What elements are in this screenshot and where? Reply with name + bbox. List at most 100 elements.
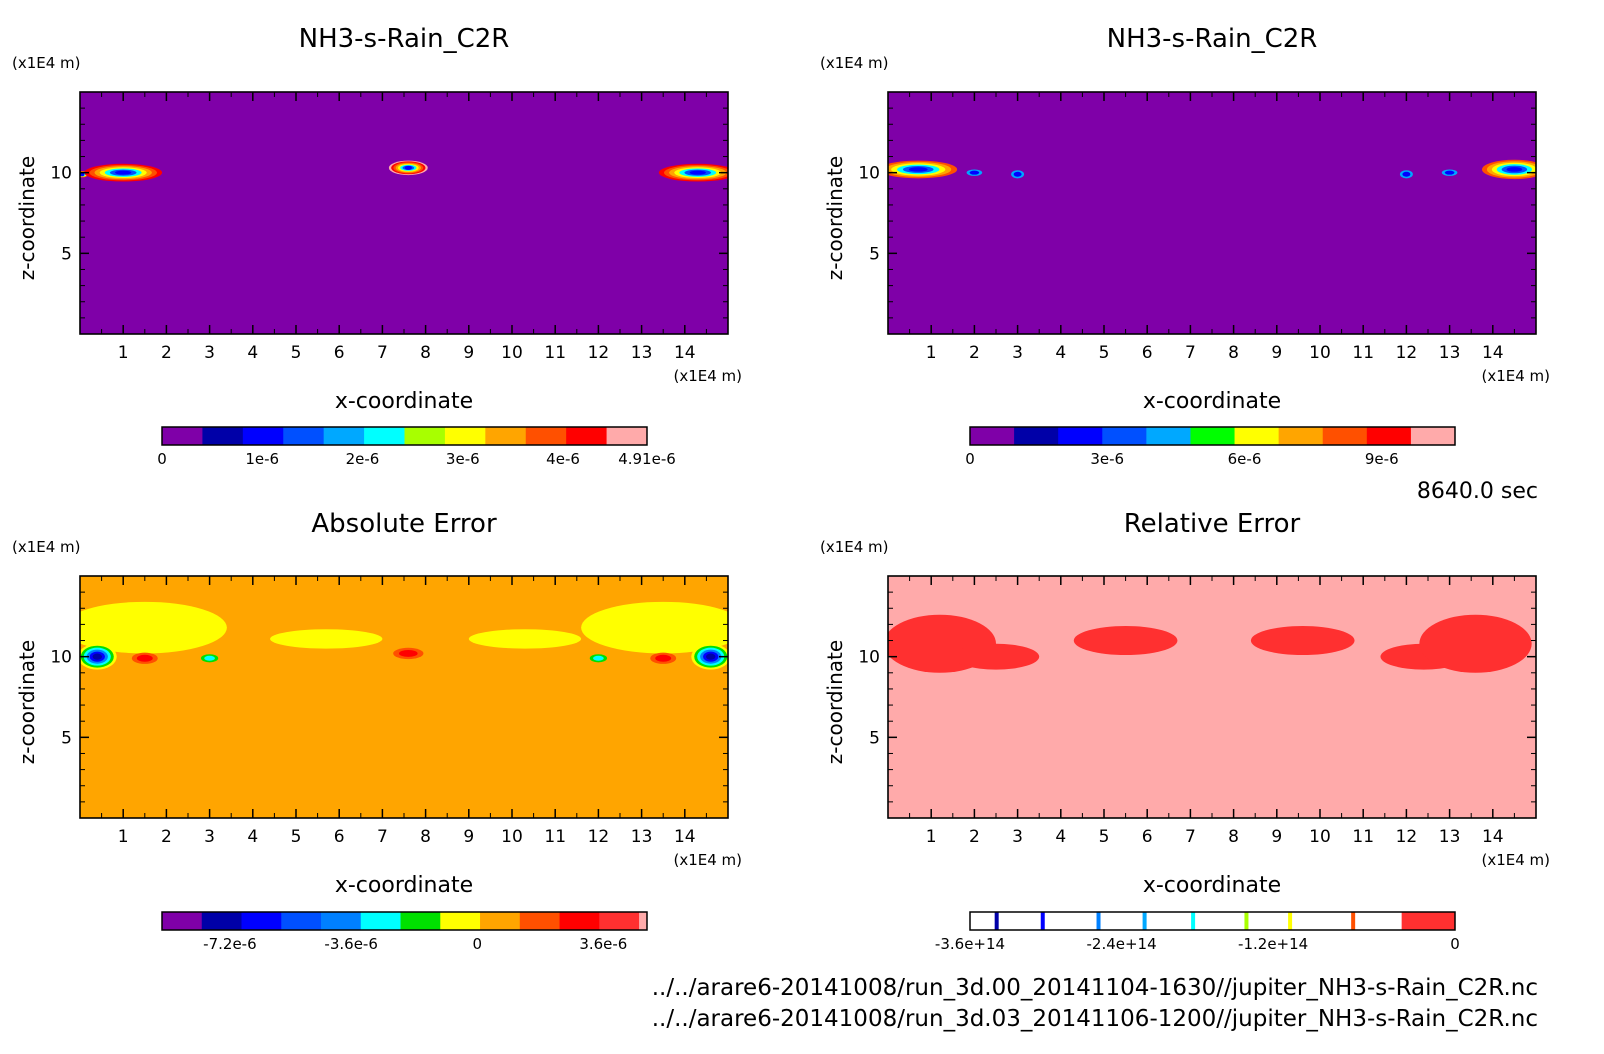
contour-feature xyxy=(655,654,672,662)
x-axis-label: x-coordinate xyxy=(335,389,473,414)
x-tick-label: 1 xyxy=(118,827,129,847)
y-tick-label: 5 xyxy=(869,728,880,748)
x-tick-label: 13 xyxy=(1439,827,1461,847)
colorbar-segment xyxy=(1096,912,1101,930)
x-tick-label: 1 xyxy=(926,343,937,363)
contour-feature xyxy=(952,643,1040,670)
x-tick-label: 13 xyxy=(631,343,653,363)
colorbar-segment xyxy=(162,912,203,930)
colorbar-tick-label: 1e-6 xyxy=(245,450,279,468)
y-unit-label: (x1E4 m) xyxy=(820,538,889,556)
colorbar-segment xyxy=(566,427,608,445)
x-tick-label: 5 xyxy=(1099,343,1110,363)
x-tick-label: 11 xyxy=(544,343,566,363)
file-path-1: ../../arare6-20141008/run_3d.00_20141104… xyxy=(652,975,1538,1001)
colorbar-tick-label: 0 xyxy=(965,450,975,468)
x-unit-label: (x1E4 m) xyxy=(673,851,742,869)
y-unit-label: (x1E4 m) xyxy=(12,538,81,556)
plot-background xyxy=(888,92,1536,334)
x-tick-label: 4 xyxy=(247,343,258,363)
x-tick-label: 12 xyxy=(1396,827,1418,847)
contour-feature xyxy=(1013,171,1022,177)
y-unit-label: (x1E4 m) xyxy=(820,54,889,72)
x-tick-label: 12 xyxy=(588,343,610,363)
x-axis-label: x-coordinate xyxy=(335,873,473,898)
colorbar-segment xyxy=(1288,912,1293,930)
colorbar-tick-label: -3.6e-6 xyxy=(324,935,377,953)
x-tick-label: 4 xyxy=(1055,827,1066,847)
x-tick-label: 10 xyxy=(501,827,523,847)
x-tick-label: 10 xyxy=(1309,343,1331,363)
x-unit-label: (x1E4 m) xyxy=(1481,367,1550,385)
x-tick-label: 10 xyxy=(1309,827,1331,847)
colorbar-segment xyxy=(1040,912,1045,930)
x-tick-label: 2 xyxy=(969,343,980,363)
x-tick-label: 2 xyxy=(161,343,172,363)
y-axis-label: z-coordinate xyxy=(15,156,39,280)
colorbar-segment xyxy=(970,427,1015,445)
x-tick-label: 3 xyxy=(204,827,215,847)
colorbar: -3.6e+14 -2.4e+14 -1.2e+14 0 xyxy=(935,911,1460,953)
y-tick-label: 10 xyxy=(50,648,72,668)
colorbar: -7.2e-6 -3.6e-6 0 3.6e-6 xyxy=(161,911,648,953)
colorbar-tick-label: -7.2e-6 xyxy=(203,935,256,953)
y-tick-label: 10 xyxy=(858,164,880,184)
x-tick-label: 7 xyxy=(1185,343,1196,363)
colorbar-frame xyxy=(969,426,1456,446)
file-path-2: ../../arare6-20141008/run_3d.03_20141106… xyxy=(652,1006,1538,1032)
colorbar-segment xyxy=(994,912,999,930)
colorbar-segment xyxy=(1410,427,1456,445)
colorbar-tick-label: 4.91e-6 xyxy=(618,450,676,468)
x-tick-label: 5 xyxy=(291,343,302,363)
contour-group xyxy=(80,601,728,670)
colorbar-segment xyxy=(639,912,648,930)
colorbar-segment xyxy=(1190,427,1236,445)
x-tick-label: 5 xyxy=(1099,827,1110,847)
colorbar-tick-label: 0 xyxy=(472,935,482,953)
x-tick-label: 13 xyxy=(1439,343,1461,363)
y-tick-label: 5 xyxy=(869,244,880,264)
x-tick-label: 12 xyxy=(1396,343,1418,363)
x-tick-label: 9 xyxy=(463,827,474,847)
colorbar-tick-label: 3.6e-6 xyxy=(579,935,627,953)
x-tick-label: 14 xyxy=(674,343,696,363)
colorbar-tick-label: -1.2e+14 xyxy=(1238,935,1308,953)
chart-title: Relative Error xyxy=(1124,509,1301,539)
x-tick-label: 3 xyxy=(204,343,215,363)
colorbar-segment xyxy=(162,427,203,445)
colorbar-segment xyxy=(364,427,405,445)
x-tick-label: 1 xyxy=(926,827,937,847)
x-tick-label: 6 xyxy=(1142,827,1153,847)
colorbar-segment xyxy=(1366,427,1412,445)
colorbar-segment xyxy=(1322,427,1368,445)
colorbar-segment xyxy=(283,427,325,445)
colorbar-frame xyxy=(969,911,1456,931)
x-tick-label: 10 xyxy=(501,343,523,363)
x-axis-label: x-coordinate xyxy=(1143,389,1281,414)
contour-feature xyxy=(204,655,215,661)
colorbar-segment xyxy=(519,912,561,930)
colorbar-tick-label: 3e-6 xyxy=(1090,450,1124,468)
chart-title: NH3-s-Rain_C2R xyxy=(299,24,510,54)
colorbar-segment xyxy=(360,912,402,930)
x-tick-label: 3 xyxy=(1012,343,1023,363)
plot-background xyxy=(888,576,1536,818)
contour-feature xyxy=(1419,614,1532,673)
colorbar-segment xyxy=(1014,427,1059,445)
x-tick-label: 8 xyxy=(1228,827,1239,847)
colorbar-segment xyxy=(404,427,446,445)
x-tick-label: 8 xyxy=(1228,343,1239,363)
colorbar-segment xyxy=(1191,912,1196,930)
colorbar-segment xyxy=(321,912,362,930)
contour-feature xyxy=(689,170,706,175)
colorbar-segment xyxy=(1146,427,1191,445)
contour-group xyxy=(888,614,1532,673)
colorbar-frame xyxy=(161,911,648,931)
x-tick-label: 7 xyxy=(377,827,388,847)
contour-feature xyxy=(115,170,132,175)
contour-feature xyxy=(270,629,383,649)
time-label: 8640.0 sec xyxy=(1417,479,1538,504)
colorbar-tick-label: 3e-6 xyxy=(446,450,480,468)
contour-feature xyxy=(908,167,928,172)
